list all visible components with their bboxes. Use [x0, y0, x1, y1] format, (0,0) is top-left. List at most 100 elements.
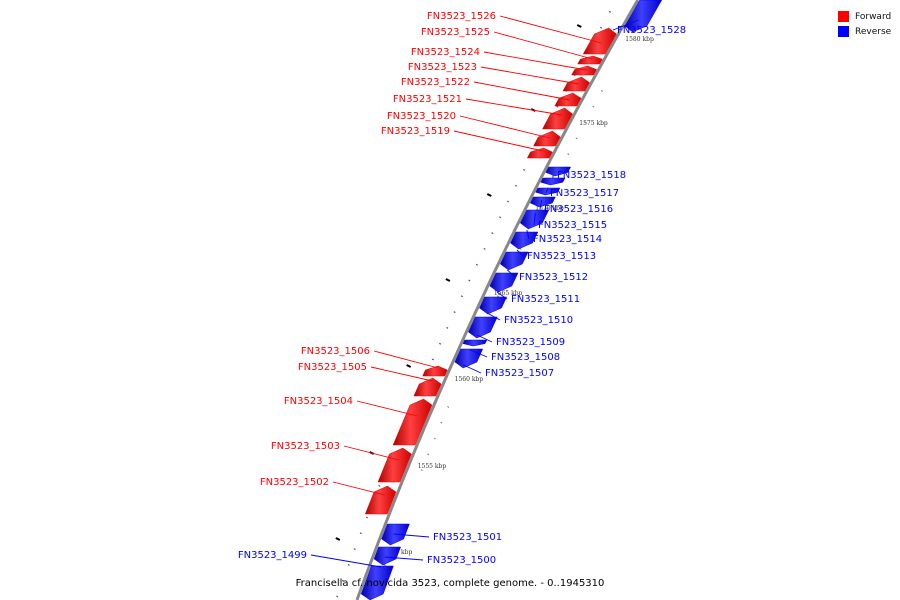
gene-fn3523-1519[interactable] — [526, 147, 553, 159]
label-leader-line — [499, 15, 602, 44]
gene-fn3523-1507[interactable] — [454, 348, 484, 369]
gene-label[interactable]: FN3523_1526 — [427, 11, 496, 22]
minor-tick — [608, 10, 612, 13]
gene-label[interactable]: FN3523_1528 — [617, 25, 686, 36]
minor-tick — [599, 26, 603, 29]
label-leader-line — [332, 481, 385, 496]
minor-tick — [506, 200, 510, 203]
minor-tick — [567, 153, 570, 156]
gene-fn3523-1521[interactable] — [542, 107, 573, 130]
gene-label[interactable]: FN3523_1501 — [433, 532, 502, 543]
gene-fn3523-1508[interactable] — [462, 339, 488, 347]
gene-label[interactable]: FN3523_1514 — [533, 234, 602, 245]
gene-label[interactable]: FN3523_1510 — [504, 315, 573, 326]
gene-fn3523-1518[interactable] — [545, 166, 572, 177]
gene-label[interactable]: FN3523_1522 — [401, 77, 470, 88]
gene-label[interactable]: FN3523_1505 — [298, 362, 367, 373]
gene-fn3523-1505[interactable] — [413, 377, 442, 397]
genome-caption: Francisella cf. novicida 3523, complete … — [295, 578, 605, 589]
scale-tick-label: 1575 kbp — [579, 120, 608, 127]
gene-label[interactable]: FN3523_1504 — [284, 396, 353, 407]
minor-tick — [600, 89, 603, 92]
gene-fn3523-1520[interactable] — [533, 130, 561, 147]
minor-tick — [359, 532, 362, 535]
gene-fn3523-1517[interactable] — [540, 177, 566, 186]
gene-label[interactable]: FN3523_1515 — [538, 220, 607, 231]
minor-tick — [514, 184, 518, 187]
major-tick-mark — [406, 364, 412, 368]
gene-label[interactable]: FN3523_1516 — [544, 204, 613, 215]
gene-label[interactable]: FN3523_1525 — [421, 27, 490, 38]
gene-fn3523-1503[interactable] — [377, 447, 412, 483]
scale-tick-label: 1565 kbp — [494, 290, 523, 297]
strand-legend: Forward Reverse — [838, 9, 891, 39]
minor-tick — [353, 548, 356, 551]
gene-label[interactable]: FN3523_1506 — [301, 346, 370, 357]
minor-tick — [447, 405, 450, 408]
scale-tick-label: 1560 kbp — [455, 376, 484, 383]
gene-labels: FN3523_1499 FN3523_1500 FN3523_1501 FN3523_… — [238, 11, 686, 568]
label-leader-line — [310, 554, 382, 568]
label-leader-line — [370, 366, 433, 382]
gene-label[interactable]: FN3523_1508 — [491, 352, 560, 363]
gene-label[interactable]: FN3523_1518 — [557, 170, 626, 181]
gene-fn3523-1502[interactable] — [364, 485, 397, 515]
gene-label[interactable]: FN3523_1521 — [393, 94, 462, 105]
gene-fn3523-1516[interactable] — [535, 187, 561, 196]
label-leader-line — [465, 98, 563, 116]
gene-fn3523-1499[interactable] — [360, 565, 394, 600]
gene-fn3523-1515[interactable] — [529, 196, 556, 208]
label-leader-line — [373, 350, 439, 369]
minor-tick — [336, 595, 339, 598]
label-leader-line — [356, 400, 418, 417]
minor-tick — [440, 421, 443, 424]
label-leader-line — [496, 291, 508, 300]
legend-forward-label: Forward — [855, 11, 892, 22]
label-leader-line — [393, 533, 430, 538]
gene-fn3523-1526[interactable] — [582, 27, 617, 55]
gene-label[interactable]: FN3523_1509 — [496, 337, 565, 348]
label-leader-line — [470, 349, 488, 358]
minor-tick — [365, 516, 368, 519]
scale-tick-label: 1580 kbp — [625, 36, 654, 43]
gene-label[interactable]: FN3523_1523 — [408, 62, 477, 73]
gene-label[interactable]: FN3523_1499 — [238, 550, 307, 561]
minor-tick — [575, 137, 578, 140]
gene-label[interactable]: FN3523_1517 — [550, 188, 619, 199]
gene-fn3523-1513[interactable] — [510, 231, 539, 250]
minor-tick — [468, 279, 471, 282]
legend-reverse-label: Reverse — [855, 26, 892, 37]
gene-fn3523-1524[interactable] — [571, 65, 597, 76]
gene-fn3523-1512[interactable] — [499, 251, 529, 271]
gene-label[interactable]: FN3523_1507 — [485, 368, 554, 379]
gene-label[interactable]: FN3523_1502 — [260, 477, 329, 488]
minor-tick — [433, 437, 436, 440]
legend-item-reverse: Reverse — [838, 24, 891, 39]
gene-label[interactable]: FN3523_1519 — [381, 126, 450, 137]
gene-fn3523-1528[interactable] — [624, 0, 663, 33]
gene-label[interactable]: FN3523_1524 — [411, 47, 480, 58]
minor-tick — [496, 295, 499, 298]
minor-tick — [583, 121, 586, 124]
gene-label[interactable]: FN3523_1520 — [387, 111, 456, 122]
gene-label[interactable]: FN3523_1513 — [527, 251, 596, 262]
label-leader-line — [516, 249, 524, 257]
minor-tick — [453, 311, 456, 314]
gene-fn3523-1506[interactable] — [422, 365, 448, 377]
gene-fn3523-1500[interactable] — [373, 546, 401, 566]
gene-label[interactable]: FN3523_1511 — [511, 294, 580, 305]
gene-fn3523-1510[interactable] — [479, 296, 507, 315]
gene-label[interactable]: FN3523_1512 — [519, 272, 588, 283]
minor-tick — [427, 453, 430, 456]
gene-label[interactable]: FN3523_1503 — [271, 441, 340, 452]
gene-label[interactable]: FN3523_1500 — [427, 555, 496, 566]
label-leader-line — [453, 130, 544, 152]
gene-fn3523-1525[interactable] — [577, 55, 603, 65]
label-leader-line — [533, 212, 536, 226]
gene-fn3523-1504[interactable] — [392, 398, 433, 446]
reverse-swatch — [838, 26, 849, 37]
label-leader-line — [493, 31, 593, 60]
label-leader-line — [545, 187, 549, 194]
gene-fn3523-1511[interactable] — [489, 272, 519, 293]
major-tick-mark — [335, 537, 341, 541]
